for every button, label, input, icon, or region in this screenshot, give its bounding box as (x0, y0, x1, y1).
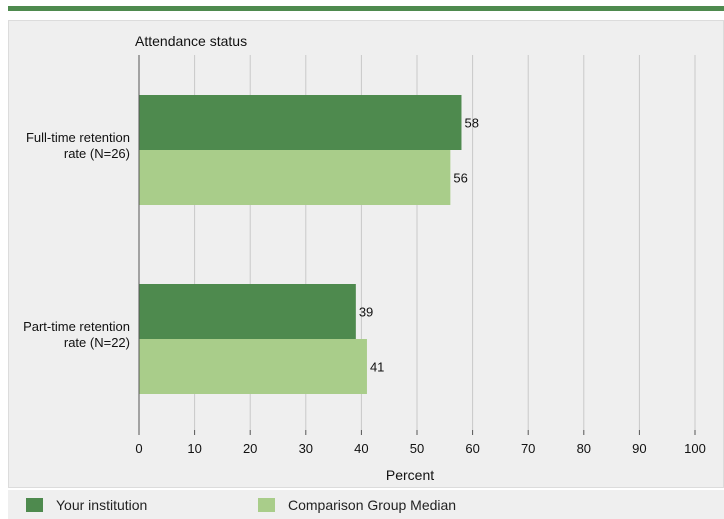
x-tick-label: 100 (684, 441, 706, 456)
x-tick-label: 40 (354, 441, 368, 456)
x-tick-label: 30 (299, 441, 313, 456)
x-tick-label: 50 (410, 441, 424, 456)
chart-title: Attendance status (135, 33, 247, 49)
x-tick-label: 10 (187, 441, 201, 456)
x-tick-label: 0 (135, 441, 142, 456)
bars: 58 56 39 41 (139, 95, 479, 394)
bar (139, 284, 356, 339)
x-axis-title: Percent (386, 467, 434, 483)
bar (139, 150, 451, 205)
x-tick-label: 70 (521, 441, 535, 456)
x-tick-label: 90 (632, 441, 646, 456)
bar (139, 339, 367, 394)
bar (139, 95, 462, 150)
bar-value-label: 41 (370, 360, 384, 375)
bar-value-label: 56 (453, 171, 467, 186)
legend: Your institution Comparison Group Median (8, 490, 724, 519)
category-label: Full-time retention rate (N=26) (26, 130, 130, 161)
legend-label-comparison-median: Comparison Group Median (288, 497, 457, 513)
x-tick-label: 80 (577, 441, 591, 456)
bar-value-label: 58 (464, 116, 478, 131)
header-rule (8, 6, 724, 11)
x-axis-ticks: 0 10 20 30 40 50 60 70 80 90 100 (135, 430, 706, 456)
x-tick-label: 20 (243, 441, 257, 456)
category-labels: Full-time retention rate (N=26) Part-time … (23, 130, 130, 350)
legend-label-your-institution: Your institution (56, 497, 148, 513)
x-tick-label: 60 (465, 441, 479, 456)
legend-swatch-your-institution (26, 498, 43, 512)
bar-value-label: 39 (359, 305, 373, 320)
category-label: Part-time retention rate (N=22) (23, 319, 130, 350)
legend-swatch-comparison-median (258, 498, 275, 512)
